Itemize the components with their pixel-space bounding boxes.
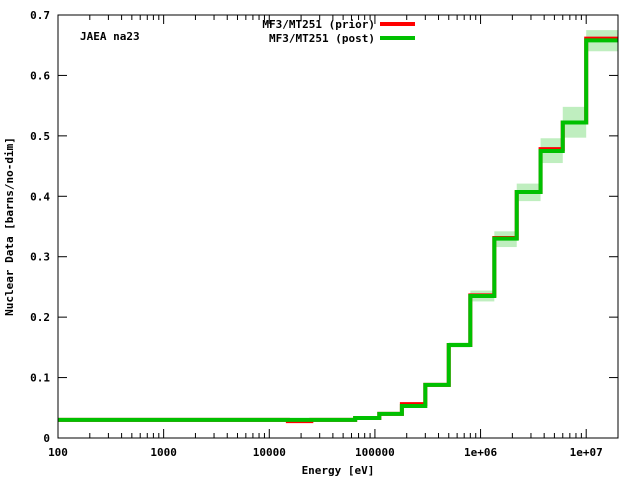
legend-label-post: MF3/MT251 (post) — [269, 32, 375, 45]
x-tick-label: 100 — [48, 446, 68, 459]
legend-label-prior: MF3/MT251 (prior) — [262, 18, 375, 31]
y-tick-label: 0.4 — [30, 190, 50, 203]
series-line-post — [58, 38, 618, 422]
x-tick-label: 1000 — [150, 446, 177, 459]
legend: MF3/MT251 (prior)MF3/MT251 (post) — [262, 18, 415, 45]
uncertainty-band — [58, 30, 618, 421]
x-tick-label: 10000 — [253, 446, 286, 459]
y-tick-label: 0.3 — [30, 251, 50, 264]
x-tick-label: 100000 — [355, 446, 395, 459]
x-tick-label: 1e+07 — [570, 446, 603, 459]
y-tick-label: 0.5 — [30, 130, 50, 143]
plot-frame — [57, 14, 619, 439]
chart-annotation: JAEA na23 — [80, 30, 140, 43]
x-tick-label: 1e+06 — [464, 446, 497, 459]
series-lines — [58, 36, 618, 424]
y-tick-label: 0 — [43, 432, 50, 445]
y-tick-label: 0.6 — [30, 69, 50, 82]
y-axis-label: Nuclear Data [barns/no-dim] — [3, 137, 16, 316]
series-line-prior — [58, 36, 618, 424]
x-axis-label: Energy [eV] — [302, 464, 375, 477]
y-tick-label: 0.2 — [30, 311, 50, 324]
y-tick-label: 0.1 — [30, 372, 50, 385]
axis-ticks: 100 1000 10000 100000 1e+06 1e+07 0 0.1 0.2 0.3 0.… — [30, 9, 619, 459]
y-tick-label: 0.7 — [30, 9, 50, 22]
